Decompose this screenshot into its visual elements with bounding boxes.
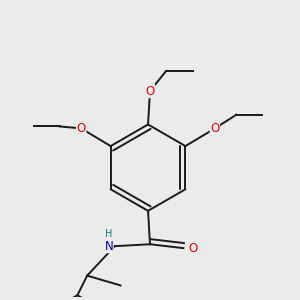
Text: O: O xyxy=(76,122,86,135)
Text: O: O xyxy=(210,122,220,135)
Text: N: N xyxy=(104,240,113,253)
Text: H: H xyxy=(105,230,112,239)
Text: O: O xyxy=(189,242,198,255)
Text: O: O xyxy=(146,85,154,98)
